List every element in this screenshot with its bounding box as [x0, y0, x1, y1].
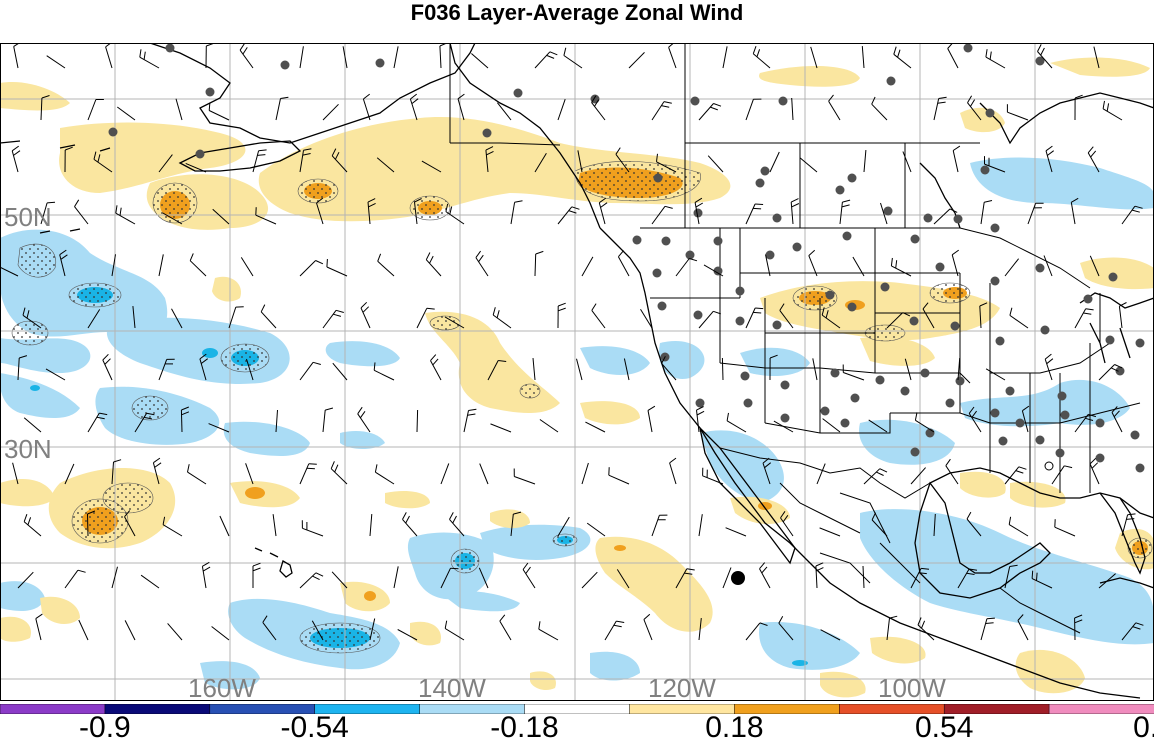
wind-barb-feather — [1037, 573, 1038, 581]
wind-barb-feather — [753, 208, 761, 209]
wind-barb-feather — [327, 259, 328, 267]
lat-label-30n: 30N — [4, 434, 52, 464]
wind-barb-feather — [987, 618, 995, 619]
lon-label-160w: 160W — [188, 673, 256, 701]
wind-barb — [181, 410, 182, 432]
wind-barb-feather — [753, 312, 761, 313]
colorbar-tick-label: 0.54 — [915, 713, 973, 743]
wind-barb-feather — [209, 103, 210, 111]
wind-barb — [417, 410, 418, 432]
wind-barb — [722, 358, 723, 380]
colorbar-tick-label: 0.18 — [705, 713, 763, 743]
lon-label-120w: 120W — [648, 673, 716, 701]
colorbar-tick-label: -0.18 — [490, 713, 558, 743]
wind-barb-feather — [755, 204, 763, 205]
colorbar-tick-label: -0.9 — [79, 713, 131, 743]
lon-label-100w: 100W — [878, 673, 946, 701]
colorbar-tick-label: 0.9 — [1133, 713, 1154, 743]
marker-dot — [731, 571, 745, 585]
wind-barb-feather — [755, 308, 763, 309]
lon-label-140w: 140W — [418, 673, 486, 701]
wind-map: 50N 30N 160W 140W 120W 100W — [0, 43, 1154, 701]
wind-barb — [88, 514, 89, 536]
wind-barb-feather — [1032, 571, 1033, 579]
lat-label-50n: 50N — [4, 202, 52, 232]
wind-barb — [535, 254, 536, 276]
colorbar-tick-label: -0.54 — [280, 713, 348, 743]
wind-barb-feather — [451, 568, 459, 569]
chart-title: F036 Layer-Average Zonal Wind — [0, 0, 1154, 26]
colorbar — [0, 704, 1154, 714]
